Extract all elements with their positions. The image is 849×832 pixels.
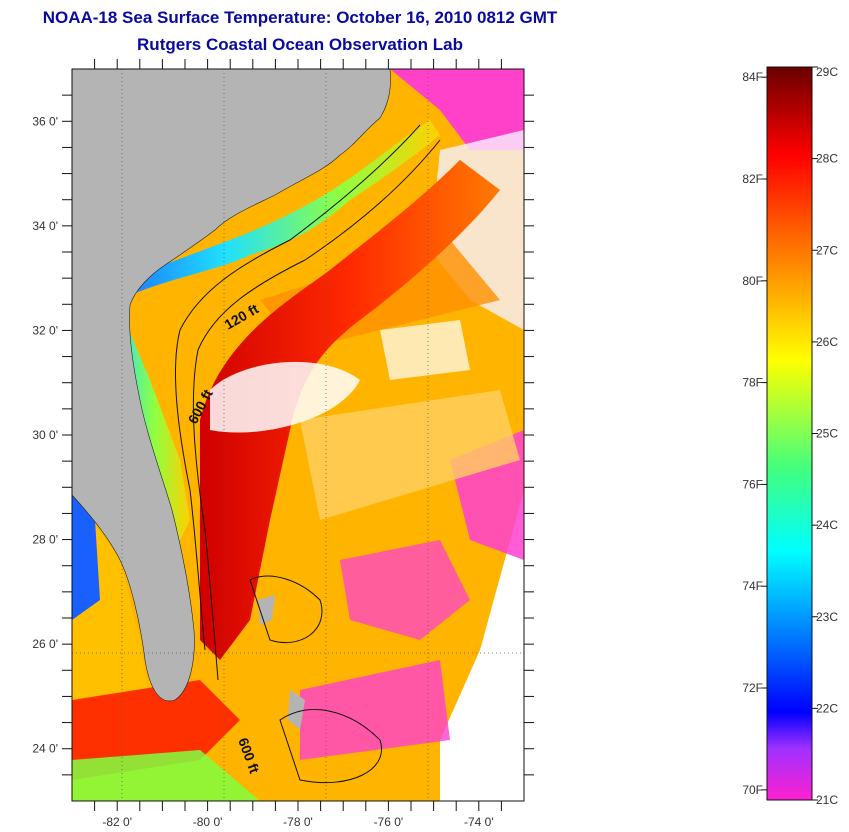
fahrenheit-label: 84F <box>742 70 763 84</box>
fahrenheit-label: 70F <box>742 783 763 797</box>
lon-label: -76 0' <box>374 815 404 829</box>
fahrenheit-label: 82F <box>742 172 763 186</box>
map-gridlines <box>72 69 524 801</box>
fahrenheit-label: 80F <box>742 274 763 288</box>
map-subtitle: Rutgers Coastal Ocean Observation Lab <box>137 35 463 54</box>
fahrenheit-label: 74F <box>742 579 763 593</box>
celsius-label: 29C <box>816 65 838 79</box>
fahrenheit-label: 76F <box>742 477 763 491</box>
celsius-label: 24C <box>816 518 838 532</box>
lat-label: 36 0' <box>32 114 58 128</box>
celsius-label: 21C <box>816 793 838 807</box>
celsius-label: 25C <box>816 427 838 441</box>
land-mass <box>72 69 391 702</box>
celsius-label: 27C <box>816 243 838 257</box>
lon-label: -78 0' <box>283 815 313 829</box>
lat-label: 24 0' <box>32 742 58 756</box>
lon-label: -82 0' <box>102 815 132 829</box>
fahrenheit-label: 72F <box>742 681 763 695</box>
lat-label: 28 0' <box>32 533 58 547</box>
sst-image <box>72 69 524 801</box>
contour-600ft <box>192 139 441 681</box>
lon-label: -80 0' <box>193 815 223 829</box>
celsius-label: 22C <box>816 701 838 715</box>
map-title: NOAA-18 Sea Surface Temperature: October… <box>42 8 558 27</box>
lon-label: -74 0' <box>464 815 494 829</box>
celsius-label: 26C <box>816 335 838 349</box>
colorbar-gradient <box>766 66 813 801</box>
fahrenheit-label: 78F <box>742 376 763 390</box>
lat-label: 26 0' <box>32 637 58 651</box>
contour-120ft <box>174 124 421 651</box>
celsius-label: 28C <box>816 152 838 166</box>
lat-label: 30 0' <box>32 428 58 442</box>
lat-label: 34 0' <box>32 219 58 233</box>
celsius-label: 23C <box>816 610 838 624</box>
lat-label: 32 0' <box>32 323 58 337</box>
